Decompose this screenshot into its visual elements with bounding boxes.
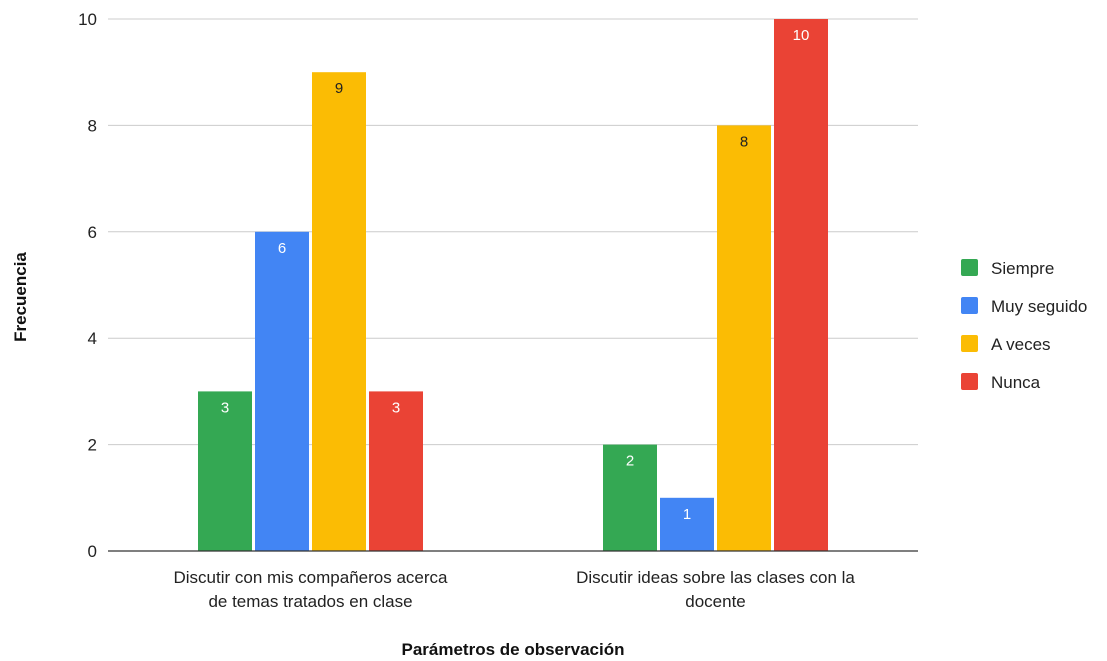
bar [660,497,714,551]
bar [774,19,828,551]
data-label: 2 [626,453,634,470]
legend-swatch [961,259,978,276]
data-label: 3 [392,399,400,416]
bar [369,391,423,551]
y-tick-label: 6 [88,223,97,242]
bar [198,391,252,551]
data-label: 3 [221,399,229,416]
y-tick-label: 4 [88,329,97,348]
data-label: 6 [278,240,286,257]
legend-label: Muy seguido [991,297,1087,316]
y-tick-label: 10 [78,10,97,29]
x-category-label: de temas tratados en clase [208,592,412,611]
bar [312,72,366,551]
x-category-label: docente [685,592,746,611]
data-label: 1 [683,506,691,523]
y-tick-label: 2 [88,436,97,455]
data-label: 9 [335,80,343,97]
y-tick-label: 8 [88,116,97,135]
legend-swatch [961,297,978,314]
bar [717,125,771,552]
bars [198,19,828,552]
x-category-label: Discutir ideas sobre las clases con la [576,568,855,587]
data-label: 10 [793,27,810,44]
data-label: 8 [740,133,748,150]
data-labels: 3 6 9 3 2 1 8 10 [221,27,810,523]
legend-swatch [961,335,978,352]
bar [255,231,309,552]
y-tick-label: 0 [88,542,97,561]
x-category-label: Discutir con mis compañeros acerca [174,568,449,587]
legend-label: A veces [991,335,1051,354]
bar [603,444,657,551]
y-tick-labels: 0 2 4 6 8 10 [78,10,97,561]
x-axis-title: Parámetros de observación [402,640,625,659]
legend-swatch [961,373,978,390]
legend: Siempre Muy seguido A veces Nunca [961,259,1087,392]
y-axis-title: Frecuencia [11,252,30,342]
legend-label: Siempre [991,259,1054,278]
legend-label: Nunca [991,373,1041,392]
x-category-labels: Discutir con mis compañeros acerca de tem… [174,568,856,611]
